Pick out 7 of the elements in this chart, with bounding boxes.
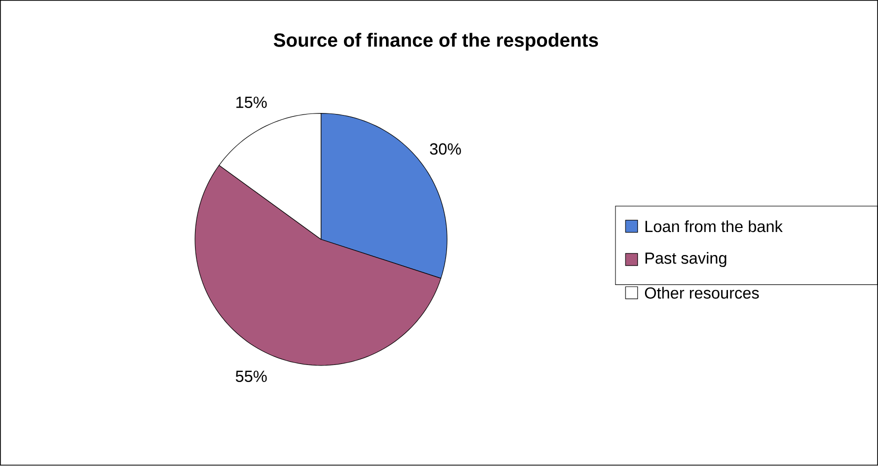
data-label: 15%: [236, 96, 267, 108]
legend-label: Past saving: [646, 252, 726, 268]
data-label: 55%: [236, 370, 267, 382]
legend-label: Loan from the bank: [646, 220, 783, 232]
chart-title: Source of finance of the respodents: [274, 33, 598, 51]
legend-label: Other resources: [644, 287, 759, 299]
data-label: 30%: [430, 143, 461, 155]
